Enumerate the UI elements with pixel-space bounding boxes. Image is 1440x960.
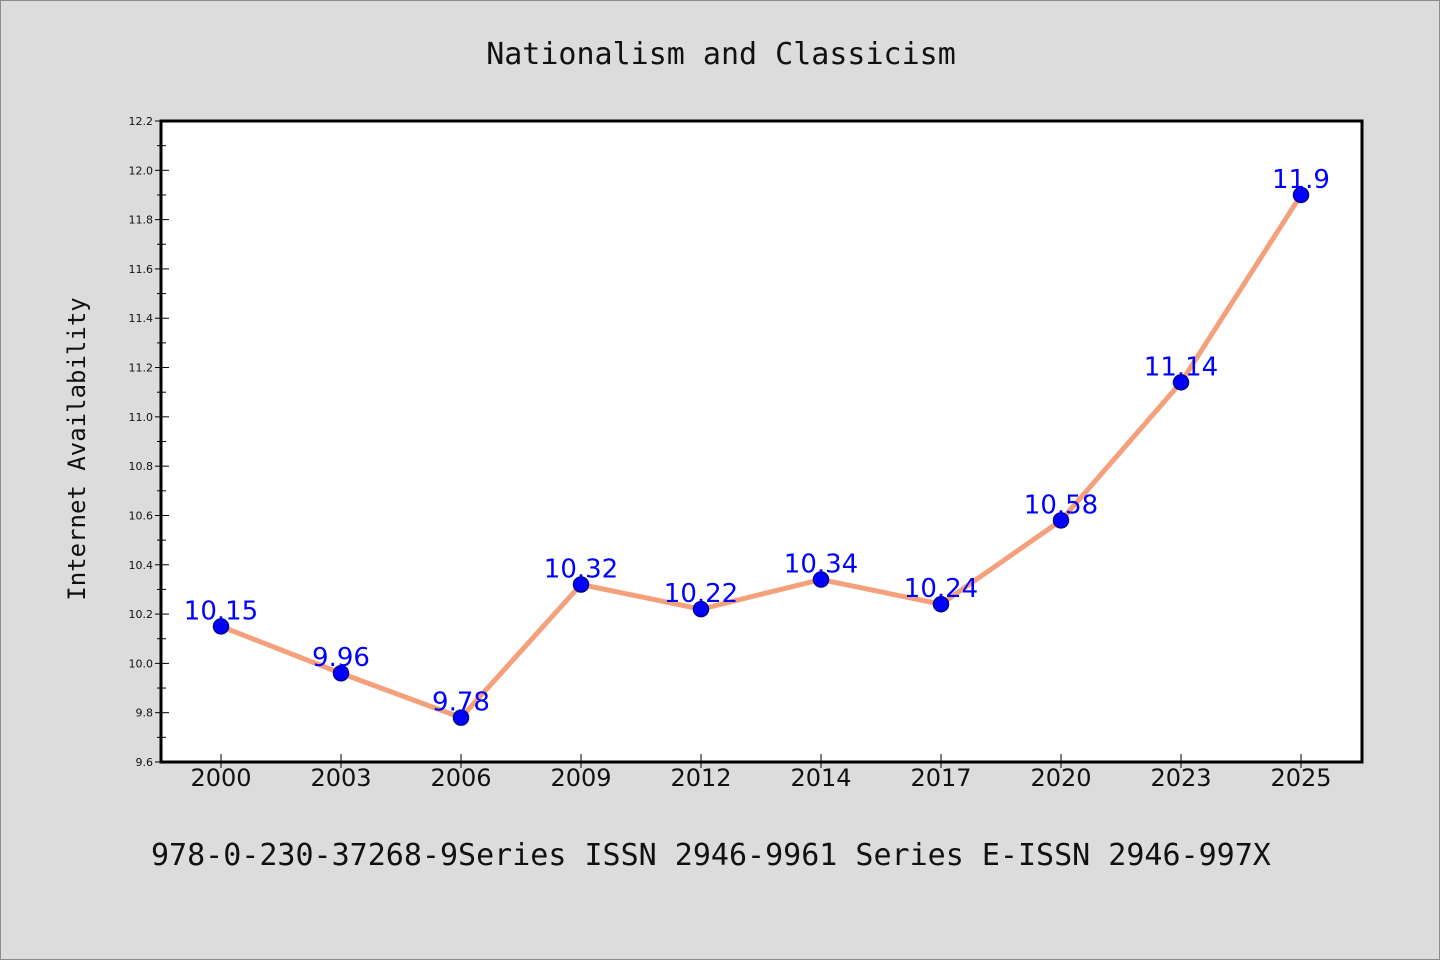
y-axis: 9.6 9.8 10.0 10.2 10.4 10.6 10.8 11.0 11.2 11.4 11… [129,115,169,769]
y-axis-label: Internet Availability [63,297,91,600]
y-tick-label: 11.4 [129,312,154,325]
data-label: 10.15 [184,596,258,626]
y-tick-label: 11.8 [129,214,154,227]
y-tick-label: 11.6 [129,263,154,276]
x-tick-label: 2017 [910,764,971,792]
series-line [218,192,1304,721]
y-tick-label: 12.2 [129,115,154,128]
chart-title: Nationalism and Classicism [486,37,956,72]
x-tick-label: 2025 [1270,764,1331,792]
y-tick-label: 12.0 [129,164,154,177]
data-label: 10.24 [904,574,978,604]
x-tick-label: 2003 [310,764,371,792]
data-point [692,600,710,618]
y-tick-label: 10.2 [129,608,154,621]
y-tick-label: 10.0 [129,657,154,670]
x-tick-label: 2012 [670,764,731,792]
data-label: 10.32 [544,554,618,584]
x-tick-label: 2006 [430,764,491,792]
x-tick-label: 2009 [550,764,611,792]
y-tick-label: 11.2 [129,362,154,375]
data-label: 9.96 [312,643,370,673]
footer-isbn-text: 978-0-230-37268-9Series ISSN 2946-9961 S… [151,838,1271,873]
y-tick-label: 9.6 [136,756,154,769]
data-label: 11.9 [1272,165,1330,195]
data-markers [212,186,1310,726]
data-labels: 10.15 9.96 9.78 10.32 10.22 10.34 10.24 10.58 11… [184,165,1330,718]
data-point [332,664,350,682]
data-point [812,571,830,588]
x-tick-label: 2023 [1150,764,1211,792]
data-label: 10.34 [784,550,858,580]
data-label: 11.14 [1144,352,1218,382]
x-tick-label: 2020 [1030,764,1091,792]
data-label: 9.78 [432,688,490,718]
y-tick-label: 10.6 [129,509,154,522]
data-label: 10.58 [1024,490,1098,520]
data-point [932,595,950,613]
x-axis: 2000 2003 2006 2009 2012 2014 2017 2020 2023 2025 [190,754,1332,792]
data-point [452,709,470,726]
data-point [212,618,230,635]
y-tick-label: 10.4 [129,559,154,572]
data-point [1052,512,1070,529]
data-point [1292,186,1310,204]
data-point [572,576,590,593]
x-tick-label: 2000 [190,764,251,792]
y-tick-label: 10.8 [129,460,154,473]
y-tick-label: 11.0 [129,411,154,424]
data-point [1172,374,1190,391]
plot-area [159,119,1364,764]
data-label: 10.22 [664,579,738,609]
y-tick-label: 9.8 [136,707,154,720]
x-tick-label: 2014 [790,764,851,792]
